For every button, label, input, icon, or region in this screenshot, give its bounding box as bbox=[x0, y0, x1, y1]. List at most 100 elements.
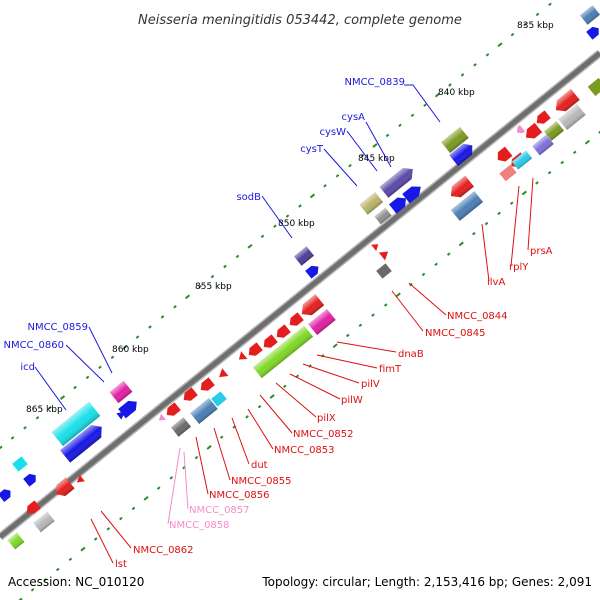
gene-red-h[interactable] bbox=[246, 342, 263, 359]
label-cysW[interactable]: cysW bbox=[319, 127, 346, 138]
gene-pilX[interactable] bbox=[190, 398, 218, 424]
label-cysA[interactable]: cysA bbox=[342, 112, 366, 123]
tick-mark bbox=[372, 143, 378, 148]
label-icd[interactable]: icd bbox=[20, 362, 35, 373]
label-dut[interactable]: dut bbox=[251, 460, 268, 471]
gene-edge-blue[interactable] bbox=[0, 487, 14, 503]
gene-lst[interactable] bbox=[7, 532, 25, 550]
gene-prsA[interactable] bbox=[544, 121, 564, 141]
gene-nmcc-0855[interactable] bbox=[171, 417, 191, 437]
gene-red-tri-a bbox=[378, 251, 389, 261]
ruler-label-865: 865 kbp bbox=[26, 405, 63, 415]
gene-labels: NMCC_0839 cysA cysW cysT sodB NMCC_0859 … bbox=[3, 77, 552, 570]
gene-red-f[interactable] bbox=[274, 324, 291, 341]
gene-arrow[interactable] bbox=[449, 140, 476, 166]
tick-mark bbox=[448, 83, 452, 87]
label-nmcc-0859[interactable]: NMCC_0859 bbox=[27, 322, 88, 333]
gene-red-g[interactable] bbox=[261, 334, 278, 351]
tick-mark bbox=[156, 486, 161, 490]
gene-nmcc-0859[interactable] bbox=[109, 380, 133, 404]
gene-red-large[interactable] bbox=[551, 89, 580, 116]
gene-red-c[interactable] bbox=[446, 175, 474, 202]
tick-mark bbox=[598, 130, 600, 134]
gene-edge-blue-top[interactable] bbox=[586, 24, 600, 40]
label-nmcc-0853[interactable]: NMCC_0853 bbox=[274, 445, 335, 456]
gene-nmcc-0862[interactable] bbox=[33, 511, 55, 533]
label-sodB[interactable]: sodB bbox=[236, 192, 261, 203]
label-nmcc-0858[interactable]: NMCC_0858 bbox=[169, 520, 230, 531]
gene-ilvA[interactable] bbox=[450, 191, 484, 221]
gene-red-mid[interactable] bbox=[522, 122, 543, 142]
tick-mark bbox=[298, 204, 302, 208]
gene-red-m[interactable] bbox=[24, 500, 41, 517]
gene-red-a[interactable] bbox=[494, 146, 513, 165]
tick-mark bbox=[106, 527, 111, 531]
label-pilW[interactable]: pilW bbox=[341, 395, 363, 406]
label-rplY[interactable]: rplY bbox=[509, 262, 529, 273]
gene-sodB[interactable] bbox=[294, 246, 314, 266]
gene-red-l[interactable] bbox=[52, 477, 75, 500]
label-nmcc-0856[interactable]: NMCC_0856 bbox=[209, 490, 270, 501]
gene-cysT[interactable] bbox=[389, 194, 410, 214]
tick-mark bbox=[535, 181, 539, 185]
gene-silver[interactable] bbox=[558, 104, 586, 130]
tick-mark bbox=[360, 153, 365, 158]
label-nmcc-0860[interactable]: NMCC_0860 bbox=[3, 340, 64, 351]
inner-tick-row bbox=[17, 130, 600, 600]
gene-pink-tiny bbox=[516, 125, 525, 134]
label-nmcc-0839[interactable]: NMCC_0839 bbox=[344, 77, 405, 88]
gene-arrow-large[interactable] bbox=[60, 421, 107, 463]
gene-arrow-small[interactable] bbox=[305, 263, 321, 279]
label-ilvA[interactable]: ilvA bbox=[487, 277, 505, 288]
label-fimT[interactable]: fimT bbox=[379, 364, 402, 375]
gene-red-k[interactable] bbox=[164, 402, 181, 419]
label-prsA[interactable]: prsA bbox=[530, 246, 553, 257]
gene-red-i[interactable] bbox=[198, 377, 215, 394]
label-pilX[interactable]: pilX bbox=[317, 413, 336, 424]
gene-cyan-small[interactable] bbox=[12, 456, 28, 472]
tick-mark bbox=[273, 224, 277, 228]
gene-cysA[interactable] bbox=[379, 164, 418, 198]
tick-mark bbox=[0, 445, 3, 451]
tick-mark bbox=[371, 313, 375, 317]
label-dnaB[interactable]: dnaB bbox=[398, 349, 424, 360]
genome-backbone bbox=[0, 49, 600, 541]
gene-rplY[interactable] bbox=[511, 150, 533, 170]
tick-mark bbox=[206, 445, 212, 450]
gene-red-d[interactable] bbox=[297, 294, 325, 319]
gene-icd[interactable] bbox=[51, 401, 101, 447]
gene-ilvA-pink[interactable] bbox=[499, 164, 517, 182]
tick-mark bbox=[219, 435, 224, 439]
tick-mark bbox=[245, 415, 249, 419]
label-nmcc-0844[interactable]: NMCC_0844 bbox=[447, 311, 508, 322]
gene-khaki[interactable] bbox=[359, 192, 384, 215]
gene-cyan-mid[interactable] bbox=[211, 391, 227, 407]
gene-purple[interactable] bbox=[532, 134, 554, 156]
tick-mark bbox=[257, 404, 262, 409]
gene-nmcc-0839[interactable] bbox=[441, 127, 469, 153]
gene-nmcc-0845[interactable] bbox=[308, 309, 336, 335]
label-pilV[interactable]: pilV bbox=[361, 379, 380, 390]
gene-small-grey[interactable] bbox=[374, 207, 392, 225]
tick-mark bbox=[547, 170, 552, 175]
label-nmcc-0855[interactable]: NMCC_0855 bbox=[231, 476, 292, 487]
label-nmcc-0845[interactable]: NMCC_0845 bbox=[425, 328, 486, 339]
gene-dnaB[interactable] bbox=[252, 325, 314, 379]
tick-mark bbox=[458, 241, 464, 247]
label-lst[interactable]: lst bbox=[115, 559, 127, 570]
tick-mark bbox=[143, 495, 149, 501]
gene-red-j[interactable] bbox=[181, 387, 198, 404]
gene-red-small[interactable] bbox=[534, 110, 551, 127]
gene-nmcc-0844[interactable] bbox=[376, 263, 392, 279]
gene-tiny-blue bbox=[116, 411, 126, 420]
label-cysT[interactable]: cysT bbox=[300, 144, 324, 155]
gene-red-e[interactable] bbox=[287, 312, 304, 329]
label-nmcc-0852[interactable]: NMCC_0852 bbox=[293, 429, 354, 440]
gene-edge-green[interactable] bbox=[587, 77, 600, 97]
gene-cysW[interactable] bbox=[402, 182, 424, 204]
gene-arrow-tiny[interactable] bbox=[23, 471, 39, 487]
label-nmcc-0857[interactable]: NMCC_0857 bbox=[189, 505, 250, 516]
label-nmcc-0862[interactable]: NMCC_0862 bbox=[133, 545, 194, 556]
gene-edge-steel[interactable] bbox=[580, 5, 600, 25]
tick-mark bbox=[80, 546, 86, 552]
